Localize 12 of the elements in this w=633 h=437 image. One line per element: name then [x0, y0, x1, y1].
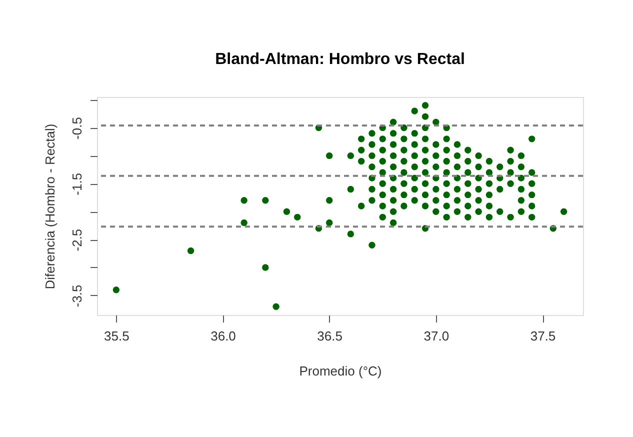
y-tick-label: -2.5 [70, 228, 84, 252]
x-tick-label: 35.5 [104, 328, 130, 344]
x-tick-label: 36.5 [317, 328, 342, 344]
y-tick-label: -0.5 [70, 117, 84, 140]
y-axis-title: Diferencia (Hombro - Rectal) [42, 124, 58, 290]
x-tick-label: 36.0 [210, 328, 236, 344]
y-tick-label: -1.5 [70, 172, 84, 196]
x-tick-label: 37.5 [530, 328, 556, 344]
chart-title: Bland-Altman: Hombro vs Rectal [215, 51, 465, 68]
x-axis-title: Promedio (°C) [299, 364, 382, 378]
x-tick-label: 37.0 [424, 328, 450, 344]
y-tick-label: -3.5 [70, 284, 84, 308]
